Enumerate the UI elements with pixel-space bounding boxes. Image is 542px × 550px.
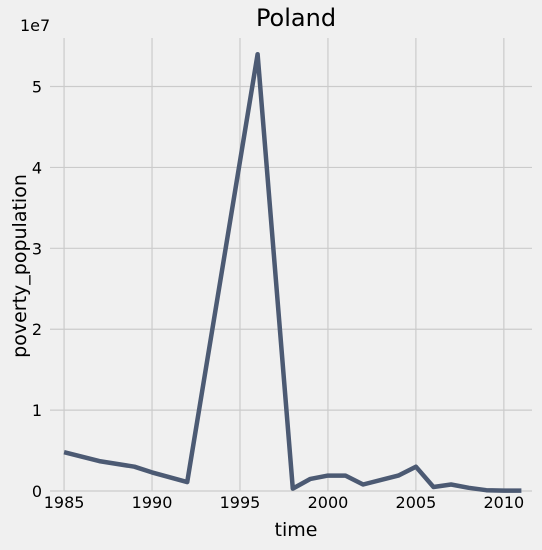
- x-tick-label: 1985: [44, 493, 85, 512]
- x-tick-label: 2005: [396, 493, 437, 512]
- x-gridlines: [63, 38, 505, 491]
- chart-title: Poland: [256, 4, 336, 32]
- x-tick-label: 2000: [308, 493, 349, 512]
- y-tick-label: 4: [32, 158, 42, 177]
- y-offset-label: 1e7: [20, 16, 50, 35]
- y-tick-labels: 0 1 2 3 4 5: [32, 78, 42, 501]
- x-tick-label: 1990: [132, 493, 173, 512]
- x-tick-label: 1995: [220, 493, 261, 512]
- x-tick-labels: 1985 1990 1995 2000 2005 2010: [44, 493, 524, 512]
- y-tick-label: 5: [32, 78, 42, 97]
- y-axis-label: poverty_population: [9, 174, 31, 358]
- y-tick-label: 3: [32, 239, 42, 258]
- x-axis-label: time: [275, 519, 318, 541]
- series-line: [63, 51, 522, 493]
- x-tick-label: 2010: [483, 493, 524, 512]
- y-tick-label: 1: [32, 401, 42, 420]
- y-tick-label: 0: [32, 482, 42, 501]
- poverty-population-series: [63, 51, 522, 493]
- y-gridlines: [50, 85, 532, 492]
- y-tick-label: 2: [32, 320, 42, 339]
